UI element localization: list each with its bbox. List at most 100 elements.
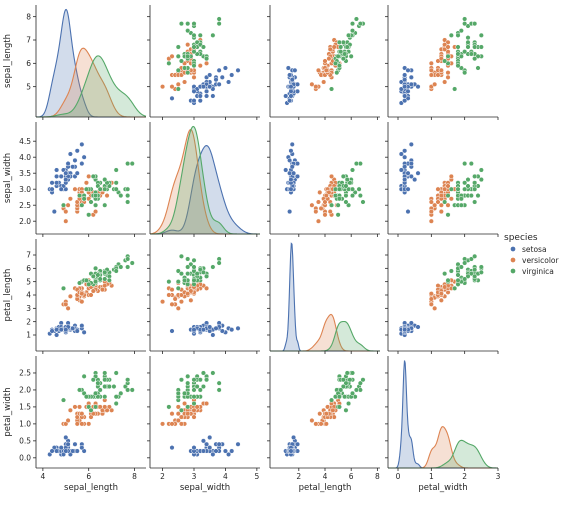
scatter-point-virginica [175,390,181,396]
scatter-point-virginica [185,28,191,34]
scatter-point-virginica [90,173,96,179]
scatter-point-setosa [288,88,294,94]
scatter-point-setosa [79,323,85,329]
scatter-point-virginica [125,186,131,192]
x-axis-label-petal_width: petal_width [418,483,467,493]
scatter-point-virginica [102,202,108,208]
scatter-point-versicolor [169,301,175,307]
scatter-point-setosa [408,81,414,87]
scatter-point-versicolor [72,404,78,410]
scatter-point-virginica [462,161,468,167]
scatter-point-versicolor [79,299,85,305]
scatter-point-setosa [287,98,293,104]
scatter-point-virginica [468,193,474,199]
legend-label-setosa: setosa [522,245,547,254]
scatter-point-setosa [408,320,414,326]
scatter-point-setosa [197,93,203,99]
scatter-point-virginica [191,387,197,393]
scatter-point-setosa [72,441,78,447]
scatter-point-virginica [95,380,101,386]
scatter-point-virginica [185,21,191,27]
scatter-point-virginica [86,281,92,287]
panel-petal_width-vs-petal_length: 2 4 6 8 [267,356,380,481]
scatter-point-versicolor [160,421,166,427]
scatter-point-virginica [200,44,206,50]
kde-fill-virginica [150,126,260,234]
scatter-point-virginica [353,161,359,167]
scatter-point-versicolor [428,199,434,205]
panel-sepal_length-vs-sepal_width [147,5,260,120]
kde-fill-versicolor [150,129,260,234]
scatter-point-virginica [343,199,349,205]
scatter-point-setosa [226,79,232,85]
scatter-point-virginica [129,260,135,266]
scatter-point-virginica [340,56,346,62]
y-tick-label: 4.5 [19,137,31,146]
scatter-point-virginica [197,387,203,393]
scatter-point-setosa [169,95,175,101]
scatter-point-virginica [343,407,349,413]
scatter-point-virginica [60,202,67,208]
panel-petal_width-vs-sepal_width: 2 3 4 5 [147,356,260,481]
scatter-point-virginica [90,377,96,383]
scatter-point-virginica [175,86,181,92]
scatter-point-virginica [472,186,478,192]
scatter-point-versicolor [65,202,71,208]
scatter-point-versicolor [438,209,444,215]
scatter-point-virginica [465,35,471,41]
scatter-point-setosa [79,141,85,147]
scatter-point-virginica [340,384,346,390]
scatter-point-virginica [468,256,474,262]
scatter-point-setosa [402,327,408,333]
scatter-point-versicolor [72,186,78,192]
y-axis-label-petal_width: petal_width [3,387,13,436]
scatter-point-setosa [74,448,80,454]
scatter-point-versicolor [438,291,444,297]
x-tick-label: 1 [429,472,434,481]
kde-line-setosa [150,145,260,235]
scatter-point-setosa [402,164,408,170]
scatter-point-versicolor [315,218,322,224]
scatter-point-versicolor [86,421,92,427]
scatter-point-setosa [216,441,222,447]
scatter-point-virginica [125,264,131,270]
scatter-point-versicolor [67,293,73,299]
scatter-point-virginica [465,177,471,183]
scatter-point-virginica [332,60,339,66]
scatter-point-virginica [97,186,103,192]
y-tick-label: 3.5 [19,169,31,178]
y-tick-label: 1.0 [19,419,31,428]
scatter-point-versicolor [438,193,444,199]
scatter-point-setosa [200,327,206,333]
x-tick-label: 6 [86,472,91,481]
scatter-point-virginica [472,56,478,62]
scatter-point-versicolor [166,292,172,298]
scatter-point-virginica [204,377,210,383]
scatter-point-setosa [408,173,414,179]
y-tick-label: 3.0 [19,185,31,194]
scatter-point-setosa [288,448,294,454]
scatter-point-versicolor [90,288,96,294]
scatter-point-versicolor [327,209,333,215]
y-tick-label: 0.5 [19,436,31,445]
scatter-point-virginica [458,202,464,208]
scatter-point-virginica [475,193,481,199]
scatter-point-setosa [74,328,80,334]
scatter-point-virginica [178,407,184,413]
legend-entries: setosa versicolor virginica [510,245,560,276]
scatter-point-versicolor [445,70,451,76]
scatter-point-versicolor [65,305,71,311]
scatter-point-virginica [204,273,210,279]
scatter-point-virginica [338,49,344,55]
scatter-point-virginica [191,400,197,407]
panel-sepal_width-vs-petal_width [385,122,499,237]
scatter-point-setosa [222,448,228,454]
scatter-point-versicolor [204,400,210,407]
x-axis-label-petal_length: petal_length [299,483,352,493]
scatter-point-virginica [185,271,191,277]
scatter-point-virginica [442,271,448,277]
scatter-point-setosa [216,81,222,87]
scatter-point-setosa [285,65,291,71]
scatter-point-virginica [113,167,119,173]
scatter-point-virginica [448,32,454,38]
